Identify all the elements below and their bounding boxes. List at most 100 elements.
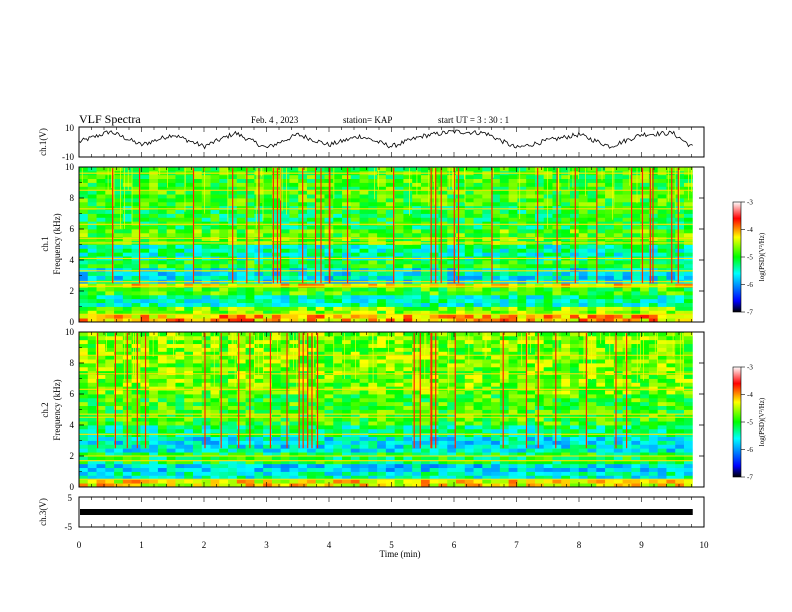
ch1-spectrogram-cell <box>491 213 501 218</box>
ch1-spectrogram-cell <box>666 283 676 288</box>
ch2-spectrogram-cell <box>596 386 606 391</box>
ch2-spectrogram-cell <box>184 456 194 461</box>
ch2-spectrogram-cell <box>526 417 536 422</box>
ch1-spectrogram-cell <box>219 217 229 222</box>
ch1-spectrogram-cell <box>482 298 492 304</box>
ch1-spectrogram-cell <box>526 291 536 296</box>
ch2-spectrogram-cell <box>482 459 492 465</box>
ch2-spectrogram-cell <box>613 436 624 441</box>
ch1-spectrogram-cell <box>114 248 124 253</box>
ch2-spectrogram-cell <box>377 405 387 410</box>
ch1-spectrogram-cell <box>561 294 571 300</box>
ch1-spectrogram-cell <box>157 217 168 222</box>
ch1-spectrogram-cell <box>640 225 650 230</box>
ch2-spectrogram-cell <box>385 432 396 438</box>
ch2-spectrogram-cell <box>683 425 694 430</box>
ch2-spectrogram-cell <box>683 390 694 395</box>
ch2-spectrogram-cell <box>315 456 325 461</box>
ch1-spectrogram-cell <box>306 178 317 183</box>
ch1-spectrogram-cell <box>245 217 255 222</box>
ch1-spectrogram-cell <box>96 267 106 273</box>
ch2-spectrogram-cell <box>482 479 492 484</box>
ch1-spectrogram-cell <box>534 244 545 249</box>
ch1-spectrogram-cell <box>534 294 545 300</box>
ch2-spectrogram-cell <box>236 456 246 461</box>
ch2-spectrogram-cell <box>228 421 238 426</box>
ch1-spectrogram-cell <box>464 260 474 265</box>
ch1-spectrogram-cell <box>192 232 203 238</box>
ch1-spectrogram-cell <box>306 314 317 319</box>
ch2-spectrogram-cell <box>394 386 404 391</box>
ch2-spectrogram-cell <box>561 436 571 441</box>
ch2-spectrogram-cell <box>403 448 413 453</box>
ch1-spectrogram-cell <box>605 186 615 191</box>
ch2-spectrogram-cell <box>377 397 387 403</box>
ch2-spectrogram-cell <box>578 374 588 379</box>
ch2-spectrogram-cell <box>131 459 141 465</box>
ch2-spectrogram-cell <box>271 409 282 414</box>
ch1-spectrogram-cell <box>114 291 124 296</box>
ch1-spectrogram-cell <box>499 252 510 257</box>
ch1-spectrogram-cell <box>350 302 360 307</box>
ch1-spectrogram-cell <box>420 310 431 315</box>
ch2-spectrogram-cell <box>394 394 404 399</box>
ch2-spectrogram-cell <box>631 405 641 410</box>
ch2-spectrogram-cell <box>236 428 246 434</box>
ch2-spectrogram-cell <box>473 440 483 445</box>
ch1-spectrogram-cell <box>447 291 457 296</box>
ch2-spectrogram-cell <box>359 467 369 472</box>
ch2-spectrogram-cell <box>561 471 571 476</box>
ch1-spectrogram-cell <box>596 275 606 280</box>
ch1-spectrogram-cell <box>605 236 615 242</box>
ch2-spectrogram-cell <box>210 444 220 449</box>
ch1-spectrogram-cell <box>289 298 299 304</box>
ch1-spectrogram-cell <box>192 205 203 211</box>
ch1-spectrogram-cell <box>114 190 124 195</box>
ch2-spectrogram-cell <box>482 444 492 449</box>
ch1-spectrogram-cell <box>96 194 106 199</box>
ch2-spectrogram-cell <box>640 475 650 480</box>
ch2-spectrogram-cell <box>377 378 387 383</box>
ch1-spectrogram-cell <box>87 221 97 226</box>
ch1-spectrogram-cell <box>429 232 439 238</box>
ch2-spectrogram-cell <box>280 421 290 426</box>
ch2-spectrogram-cell <box>79 459 89 465</box>
ch1-spectrogram-cell <box>473 209 483 214</box>
ch2-spectrogram-cell <box>271 483 282 488</box>
ch1-spectrogram-cell <box>280 167 290 172</box>
ch1-spectrogram-cell <box>201 229 211 234</box>
ch2-spectrogram-cell <box>342 390 352 395</box>
ch1-spectrogram-cell <box>228 298 238 304</box>
ch2-spectrogram-cell <box>385 374 396 379</box>
ch1-spectrogram-cell <box>420 302 431 307</box>
ch1-spectrogram-cell <box>122 318 133 323</box>
ch1-spectrogram-cell <box>342 294 352 300</box>
ch2-spectrogram-cell <box>438 432 448 438</box>
ch1-spectrogram-cell <box>201 271 211 276</box>
ch1-spectrogram-cell <box>517 174 527 180</box>
ch2-spectrogram-cell <box>657 390 667 395</box>
ch1-spectrogram-cell <box>157 178 168 183</box>
ch2-spectrogram-cell <box>640 440 650 445</box>
ch2-spectrogram-cell <box>166 370 176 376</box>
ch2-spectrogram-cell <box>412 409 422 414</box>
ch2-spectrogram-cell <box>403 409 413 414</box>
ch1-spectrogram-cell <box>105 248 115 253</box>
ch1-spectrogram-cell <box>105 221 115 226</box>
ch2-spectrogram-cell <box>552 428 562 434</box>
ch1-spectrogram-cell <box>640 217 650 222</box>
ch1-spectrogram-cell <box>289 294 299 300</box>
ch1-spectrogram-cell <box>666 190 676 195</box>
ch2-spectrogram-cell <box>622 448 632 453</box>
ch2-spectrogram-cell <box>271 448 282 453</box>
ch2-spectrogram-cell <box>377 417 387 422</box>
ch1-spectrogram-cell <box>447 221 457 226</box>
ch1-spectrogram-cell <box>657 275 667 280</box>
ch2-spectrogram-cell <box>403 401 413 407</box>
ch1-spectrogram-cell <box>473 229 483 234</box>
ch1-spectrogram-cell <box>587 248 597 253</box>
ch1-spectrogram-cell <box>394 271 404 276</box>
ch2-spectrogram-cell <box>631 475 641 480</box>
ch2-spectrogram-cell <box>578 413 588 418</box>
ch1-spectrogram-cell <box>438 271 448 276</box>
